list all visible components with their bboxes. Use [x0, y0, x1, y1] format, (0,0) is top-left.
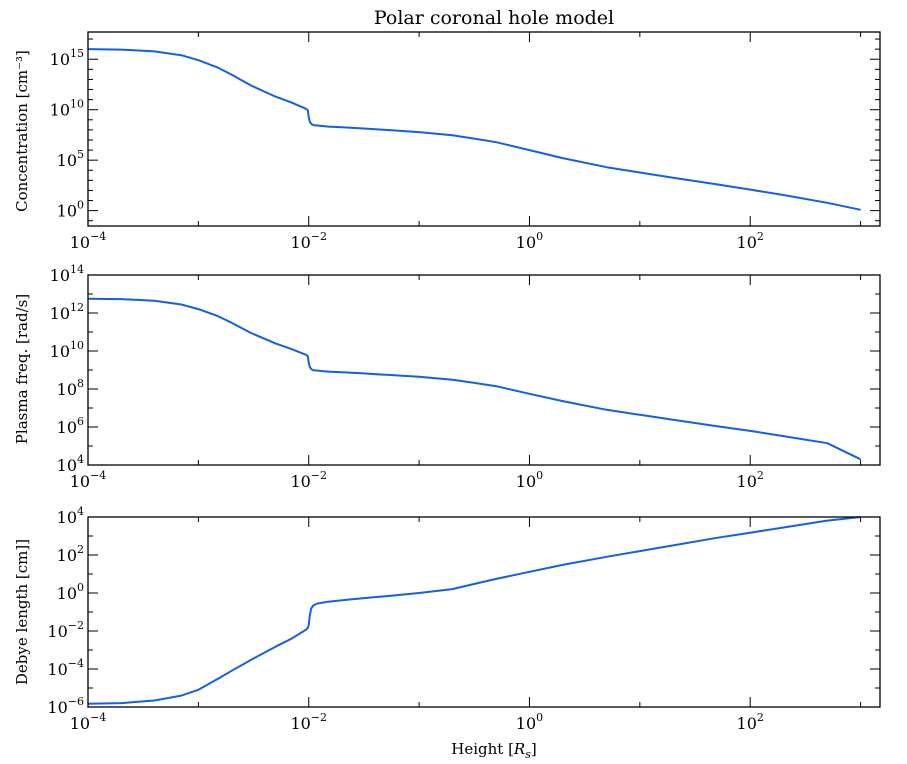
plot-frame: [87, 31, 881, 227]
panel-concentration: Polar coronal hole model Concentration […: [13, 7, 881, 252]
y-tick-label: 10−4: [47, 657, 84, 679]
y-axis-label: Debye length [cm]]: [13, 539, 31, 685]
y-axis-label: Concentration [cm⁻³]: [13, 50, 31, 212]
chart-title: Polar coronal hole model: [374, 7, 614, 29]
y-tick-label: 10−2: [47, 619, 84, 641]
y-tick-label: 102: [57, 543, 84, 565]
x-axis-label: Height [Rs]: [451, 740, 536, 761]
x-tick-label: 10−2: [290, 711, 327, 733]
x-tick-label: 100: [516, 711, 543, 733]
series-line: [87, 516, 861, 705]
plot-frame: [87, 274, 881, 466]
y-tick-label: 10−6: [47, 695, 84, 717]
x-tick-label: 10−4: [70, 469, 107, 491]
y-tick-label: 1015: [50, 47, 84, 69]
y-tick-label: 104: [57, 505, 84, 527]
x-tick-label: 10−2: [290, 469, 327, 491]
series-line: [87, 48, 861, 211]
y-tick-label: 106: [57, 415, 84, 437]
y-tick-label: 108: [57, 377, 84, 399]
series-line: [87, 297, 862, 461]
x-tick-label: 100: [516, 230, 543, 252]
y-tick-label: 1010: [50, 98, 84, 120]
axes: 10−4 10−2 100 102 104 106 108 1010 1012 1014: [50, 263, 880, 491]
x-tick-label: 102: [737, 230, 764, 252]
panel-debye-length: Debye length [cm]] Height [Rs] 10−4 10−2 1…: [13, 505, 881, 761]
x-tick-label: 102: [737, 469, 764, 491]
y-tick-label: 100: [57, 199, 84, 221]
y-tick-label: 1010: [50, 339, 84, 361]
y-tick-label: 104: [57, 453, 84, 475]
y-tick-label: 100: [57, 581, 84, 603]
plot-frame: [87, 516, 881, 708]
x-tick-label: 10−4: [70, 711, 107, 733]
x-tick-label: 10−2: [290, 230, 327, 252]
x-tick-label: 10−4: [70, 230, 107, 252]
y-axis-label: Plasma freq. [rad/s]: [13, 294, 31, 444]
y-tick-label: 1012: [50, 301, 84, 323]
axes: 10−4 10−2 100 102 100 105 1010 1015: [50, 32, 880, 252]
panel-plasma-frequency: Plasma freq. [rad/s] 10−4 10−2 100 10210410…: [13, 263, 881, 491]
y-tick-label: 105: [57, 148, 84, 170]
y-tick-label: 1014: [50, 263, 84, 285]
x-tick-label: 102: [737, 711, 764, 733]
x-tick-label: 100: [516, 469, 543, 491]
